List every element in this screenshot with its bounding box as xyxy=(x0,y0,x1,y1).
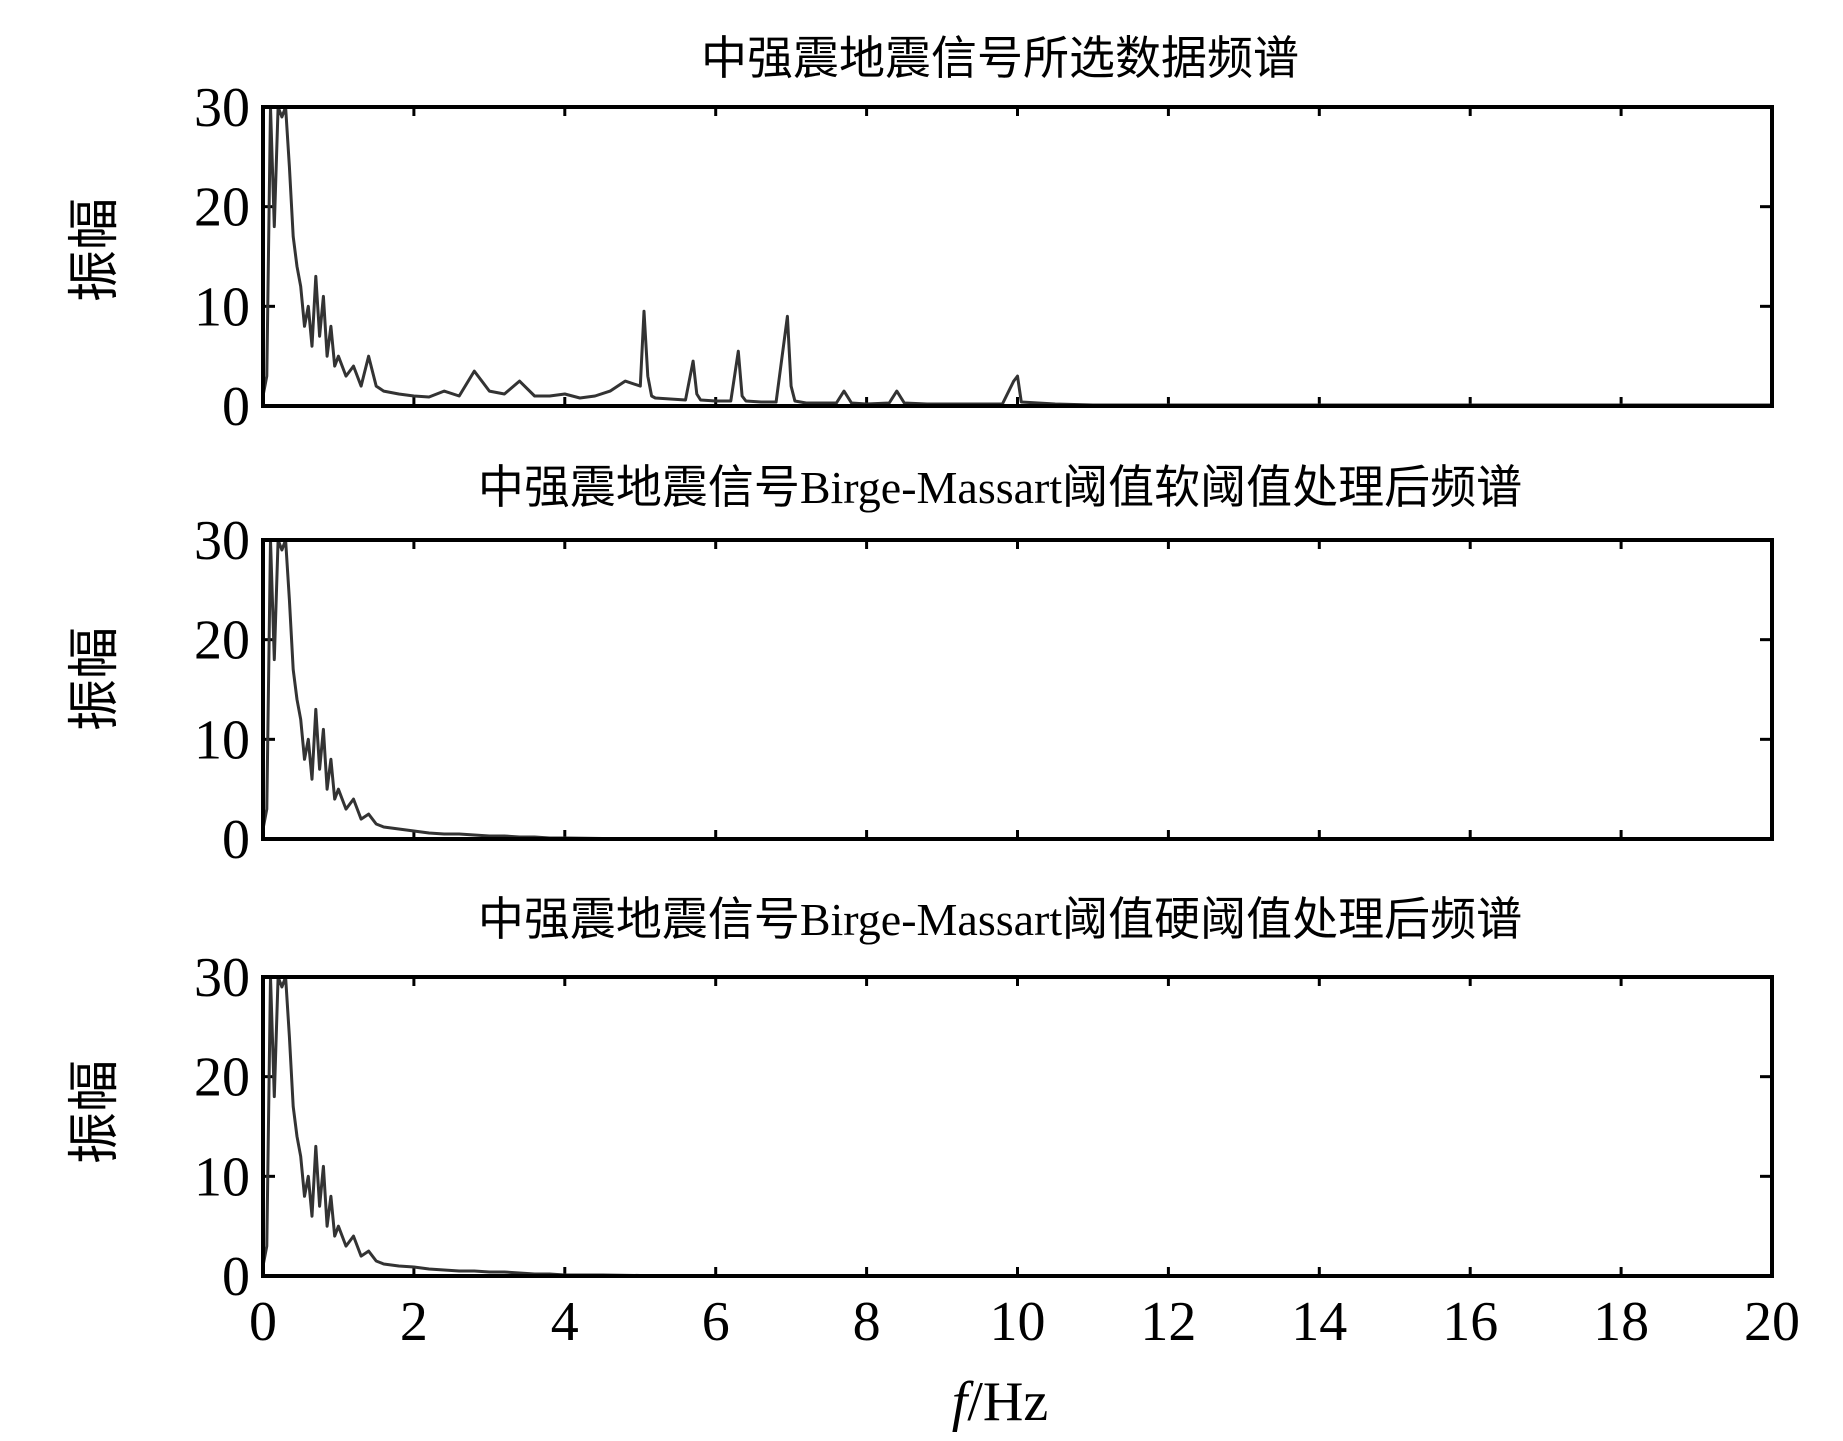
y-tick-labels: 0 10 20 30 xyxy=(194,947,250,1308)
plot-area xyxy=(261,975,1774,1278)
y-tick-label: 30 xyxy=(194,510,250,572)
y-tick-label: 10 xyxy=(194,1146,250,1208)
x-tick-label: 0 xyxy=(249,1291,277,1353)
x-axis-label-unit: /Hz xyxy=(967,1371,1048,1433)
y-tick-label: 0 xyxy=(222,809,250,871)
x-tick-label: 16 xyxy=(1442,1291,1498,1353)
spectrum-line xyxy=(261,975,1772,1278)
y-tick-label: 0 xyxy=(222,1246,250,1308)
x-tick-label: 4 xyxy=(551,1291,579,1353)
y-tick-label: 20 xyxy=(194,177,250,239)
x-tick-labels: 0 2 4 6 8 10 12 14 16 18 20 xyxy=(249,1291,1800,1353)
spectrum-line xyxy=(261,538,1772,841)
plot-area xyxy=(261,538,1774,841)
x-tick-label: 8 xyxy=(853,1291,881,1353)
panel-title: 中强震地震信号所选数据频谱 xyxy=(701,33,1299,84)
y-axis-label: 振幅 xyxy=(67,198,124,302)
x-axis-label: f/Hz xyxy=(952,1371,1048,1433)
plot-frame xyxy=(261,538,1774,841)
spectrum-panel-hard-threshold: 中强震地震信号Birge-Massart阈值硬阈值处理后频谱 振幅 0 10 20 3… xyxy=(67,894,1774,1308)
x-tick-label: 18 xyxy=(1593,1291,1649,1353)
spectrum-panel-soft-threshold: 中强震地震信号Birge-Massart阈值软阈值处理后频谱 振幅 0 10 20 3… xyxy=(67,462,1774,871)
y-tick-label: 10 xyxy=(194,709,250,771)
y-tick-label: 20 xyxy=(194,1047,250,1109)
y-tick-label: 30 xyxy=(194,947,250,1009)
plot-frame xyxy=(261,105,1774,408)
x-tick-label: 14 xyxy=(1291,1291,1347,1353)
spectrum-line xyxy=(261,105,1772,407)
plot-frame xyxy=(261,975,1774,1278)
y-tick-label: 10 xyxy=(194,276,250,338)
y-tick-labels: 0 10 20 30 xyxy=(194,510,250,871)
y-axis-label: 振幅 xyxy=(67,627,124,731)
panel-title: 中强震地震信号Birge-Massart阈值硬阈值处理后频谱 xyxy=(478,894,1522,945)
y-axis-label: 振幅 xyxy=(67,1060,124,1164)
y-tick-labels: 0 10 20 30 xyxy=(194,77,250,438)
spectrum-panel-original: 中强震地震信号所选数据频谱 振幅 0 10 20 30 xyxy=(67,33,1774,438)
y-tick-label: 20 xyxy=(194,610,250,672)
plot-area xyxy=(261,105,1774,408)
x-tick-label: 12 xyxy=(1140,1291,1196,1353)
x-tick-label: 20 xyxy=(1744,1291,1800,1353)
x-tick-label: 10 xyxy=(990,1291,1046,1353)
y-tick-label: 0 xyxy=(222,376,250,438)
x-tick-label: 2 xyxy=(400,1291,428,1353)
x-tick-label: 6 xyxy=(702,1291,730,1353)
panel-title: 中强震地震信号Birge-Massart阈值软阈值处理后频谱 xyxy=(478,462,1522,513)
y-tick-label: 30 xyxy=(194,77,250,139)
